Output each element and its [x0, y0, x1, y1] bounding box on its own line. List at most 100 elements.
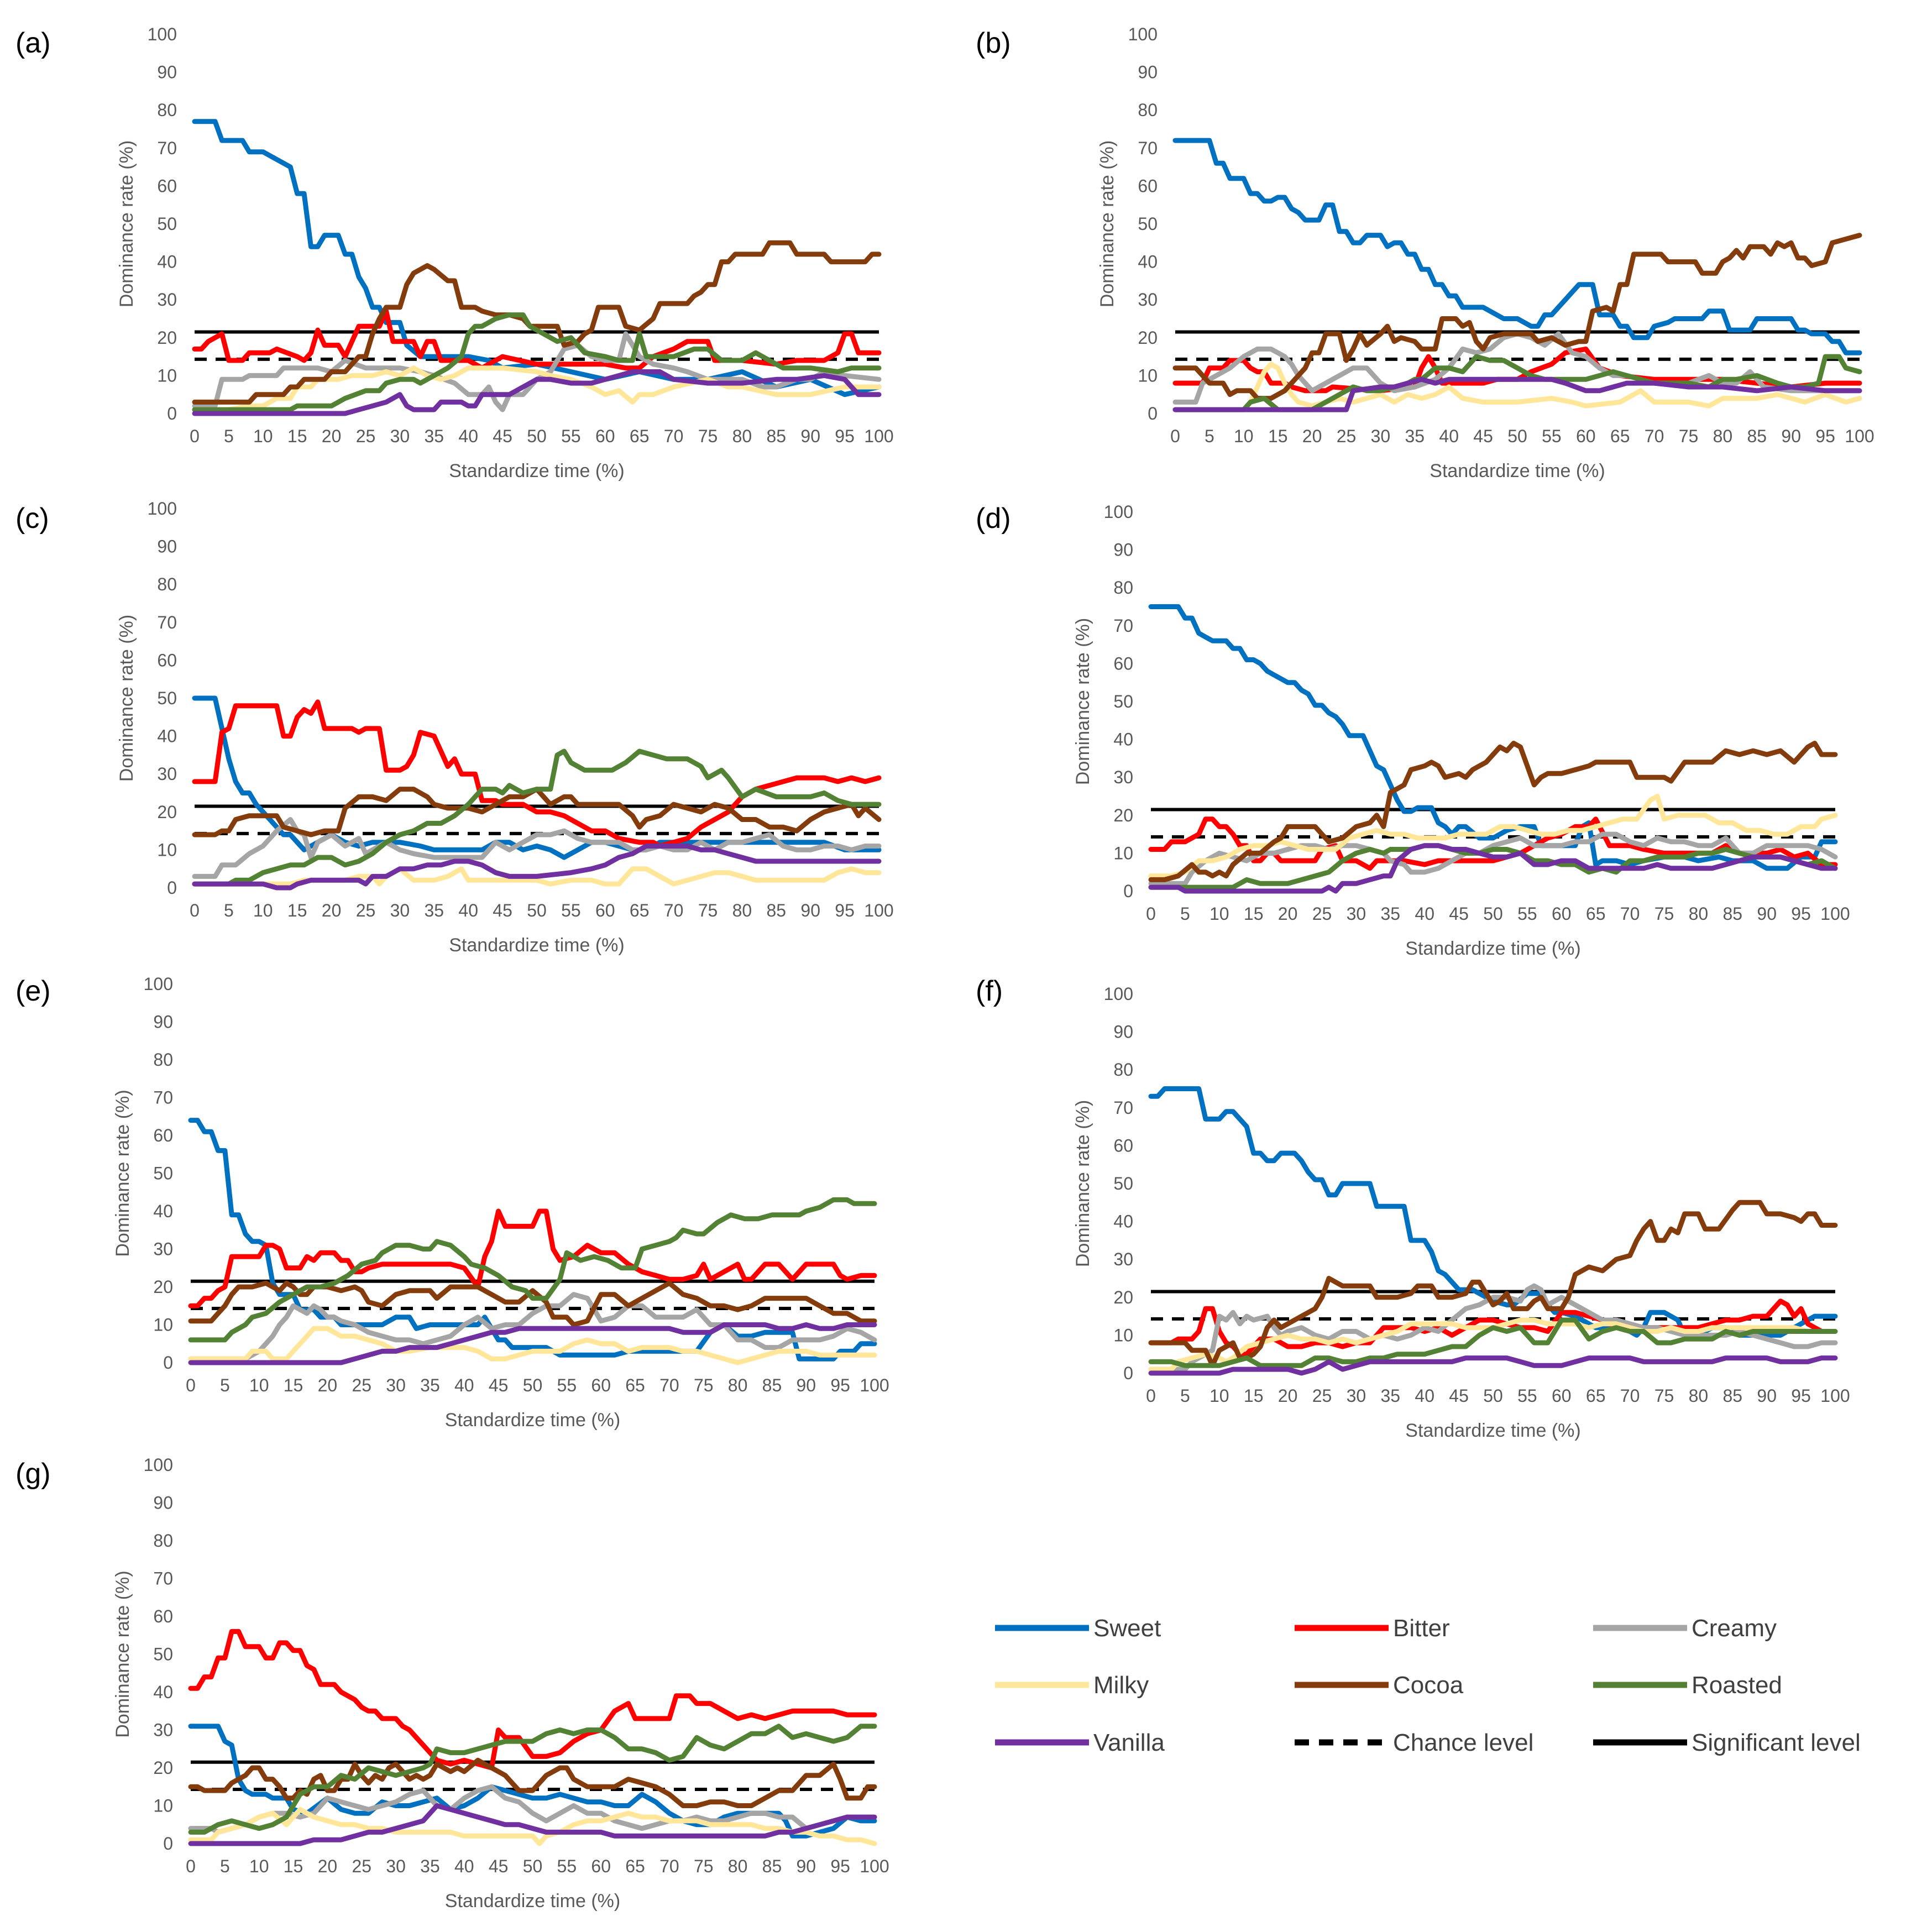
y-tick-label: 80	[1138, 100, 1158, 120]
series-line-creamy	[1148, 1283, 1838, 1372]
y-tick-label: 40	[1138, 252, 1158, 272]
y-tick-label: 100	[148, 24, 177, 44]
x-tick-label: 70	[1645, 426, 1664, 446]
y-tick-label: 70	[157, 612, 177, 632]
y-tick-label: 50	[1113, 1174, 1133, 1193]
series-line-milky	[188, 1326, 877, 1365]
x-tick-label: 60	[591, 1856, 611, 1876]
chart-panel: (d) 0 10 20 30 40 50 60 70 80 90 100 0 5 10 15 20 25 30 35 4…	[976, 502, 1850, 959]
x-tick-label: 70	[664, 900, 684, 920]
y-tick-label: 30	[1138, 290, 1158, 310]
x-tick-label: 10	[253, 900, 273, 920]
y-tick-label: 30	[157, 764, 177, 784]
x-tick-label: 70	[1620, 904, 1640, 924]
legend-label: Chance level	[1393, 1729, 1533, 1756]
x-tick-label: 55	[561, 900, 581, 920]
x-tick-label: 0	[190, 426, 200, 446]
x-tick-label: 10	[1209, 1386, 1229, 1406]
x-tick-label: 15	[1268, 426, 1288, 446]
x-tick-label: 20	[1278, 904, 1298, 924]
y-tick-label: 90	[1113, 1022, 1133, 1042]
y-tick-label: 70	[153, 1088, 173, 1108]
x-tick-label: 90	[800, 426, 820, 446]
x-axis-title: Standardize time (%)	[445, 1410, 620, 1431]
series-line-milky	[188, 1807, 877, 1846]
x-tick-label: 100	[860, 1856, 889, 1876]
series-line-creamy	[1172, 331, 1862, 405]
x-tick-label: 40	[1415, 904, 1434, 924]
chart-panel: (g) 0 10 20 30 40 50 60 70 80 90 100 0 5 10 15 20 25 30 35 4…	[15, 1455, 889, 1912]
x-tick-label: 80	[1689, 1386, 1709, 1406]
x-tick-label: 80	[732, 900, 752, 920]
x-tick-label: 40	[1415, 1386, 1434, 1406]
y-tick-label: 80	[1113, 1060, 1133, 1080]
x-tick-label: 25	[356, 426, 376, 446]
x-tick-label: 65	[1586, 1386, 1606, 1406]
x-tick-label: 0	[186, 1856, 196, 1876]
chart-panel: (a) 0 10 20 30 40 50 60 70 80 90 100 0 5 10 15 20 25 30 35 4…	[15, 24, 894, 481]
y-tick-label: 60	[1138, 176, 1158, 196]
y-tick-label: 90	[1113, 540, 1133, 560]
y-axis-title: Dominance rate (%)	[116, 140, 137, 307]
x-tick-label: 40	[1439, 426, 1459, 446]
y-tick-label: 40	[157, 726, 177, 746]
x-tick-label: 95	[830, 1856, 850, 1876]
x-tick-label: 20	[318, 1375, 338, 1395]
y-tick-label: 70	[1113, 616, 1133, 636]
x-tick-label: 15	[287, 900, 307, 920]
x-tick-label: 95	[1815, 426, 1835, 446]
x-tick-label: 90	[1757, 904, 1777, 924]
legend-item: Creamy	[1593, 1615, 1777, 1642]
x-tick-label: 95	[830, 1375, 850, 1395]
y-tick-label: 0	[1148, 404, 1158, 423]
x-tick-label: 95	[835, 900, 855, 920]
y-tick-label: 20	[153, 1758, 173, 1778]
y-tick-label: 10	[1113, 843, 1133, 863]
y-tick-label: 50	[1113, 692, 1133, 711]
y-tick-label: 50	[153, 1645, 173, 1664]
x-tick-label: 5	[1180, 1386, 1190, 1406]
series-line-roasted	[192, 312, 882, 412]
y-tick-label: 80	[153, 1050, 173, 1070]
legend-label: Sweet	[1093, 1615, 1161, 1642]
legend-item: Sweet	[995, 1615, 1161, 1642]
x-tick-label: 85	[762, 1856, 782, 1876]
x-tick-label: 50	[527, 900, 547, 920]
x-tick-label: 5	[1180, 904, 1190, 924]
y-tick-label: 30	[153, 1720, 173, 1740]
x-tick-label: 15	[284, 1856, 303, 1876]
series-line-vanilla	[1148, 1355, 1838, 1376]
x-tick-label: 25	[352, 1375, 371, 1395]
series-line-bitter	[192, 699, 882, 849]
series-line-vanilla	[1148, 843, 1838, 894]
x-tick-label: 10	[249, 1375, 269, 1395]
y-tick-label: 20	[1113, 1287, 1133, 1307]
y-axis-title: Dominance rate (%)	[112, 1090, 133, 1256]
x-tick-label: 75	[1654, 1386, 1674, 1406]
x-tick-label: 45	[489, 1856, 509, 1876]
x-tick-label: 0	[1146, 904, 1156, 924]
x-tick-label: 80	[728, 1856, 748, 1876]
series-line-cocoa	[188, 1280, 877, 1327]
x-tick-label: 55	[557, 1856, 577, 1876]
x-tick-label: 35	[1381, 1386, 1401, 1406]
y-tick-label: 10	[153, 1796, 173, 1816]
x-tick-label: 80	[1713, 426, 1733, 446]
x-tick-label: 100	[864, 900, 893, 920]
panel-label: (f)	[976, 975, 1003, 1007]
y-tick-label: 40	[153, 1201, 173, 1221]
x-tick-label: 60	[1552, 1386, 1572, 1406]
y-tick-label: 40	[153, 1682, 173, 1702]
y-tick-label: 60	[1113, 1135, 1133, 1155]
y-axis-title: Dominance rate (%)	[1072, 1100, 1093, 1267]
x-tick-label: 30	[1347, 1386, 1366, 1406]
x-tick-label: 90	[1757, 1386, 1777, 1406]
x-tick-label: 85	[1747, 426, 1767, 446]
x-tick-label: 55	[561, 426, 581, 446]
series-line-creamy	[192, 331, 882, 412]
series-line-vanilla	[188, 1803, 877, 1846]
x-tick-label: 55	[557, 1375, 577, 1395]
x-tick-label: 10	[1209, 904, 1229, 924]
x-tick-label: 100	[860, 1375, 889, 1395]
